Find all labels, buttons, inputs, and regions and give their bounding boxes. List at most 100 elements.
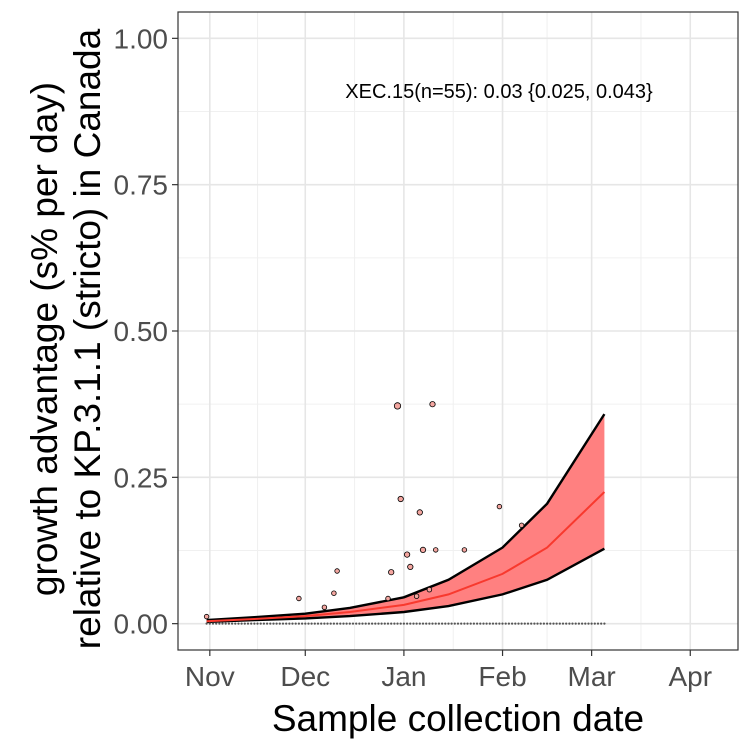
y-axis-ticks: 0.00 0.25 0.50 0.75 1.00 — [114, 23, 178, 640]
zero-point — [386, 622, 390, 625]
zero-point — [390, 622, 393, 625]
y-axis-title-line-2: relative to KP.3.1.1 (stricto) in Canada — [67, 28, 108, 649]
zero-point — [345, 622, 348, 625]
zero-point — [587, 622, 590, 625]
zero-point — [485, 622, 488, 625]
x-tick-label: Dec — [280, 661, 330, 692]
zero-point — [555, 622, 558, 625]
zero-point — [285, 622, 288, 625]
zero-point — [351, 622, 355, 625]
zero-point — [307, 622, 310, 625]
zero-point — [437, 622, 440, 625]
zero-point — [250, 622, 253, 625]
zero-point — [552, 622, 555, 625]
y-tick-label: 0.00 — [114, 609, 169, 640]
zero-point — [329, 622, 332, 625]
zero-point — [358, 622, 361, 625]
zero-point — [406, 622, 409, 625]
zero-point — [536, 622, 539, 625]
zero-point — [514, 622, 517, 625]
zero-point — [571, 622, 574, 625]
lower-bound-line — [206, 547, 605, 624]
zero-point — [590, 622, 593, 625]
zero-point — [234, 622, 237, 625]
zero-point — [348, 622, 351, 625]
zero-point — [482, 622, 485, 625]
data-point — [413, 593, 420, 599]
zero-point — [488, 622, 491, 625]
zero-point — [237, 622, 240, 625]
data-point — [518, 522, 525, 528]
zero-point — [304, 622, 307, 625]
zero-point — [377, 622, 380, 625]
zero-point — [393, 622, 396, 625]
zero-point — [466, 622, 469, 625]
zero-point — [530, 622, 533, 625]
zero-point — [425, 622, 428, 625]
zero-point — [320, 622, 323, 625]
zero-point — [380, 622, 383, 625]
zero-point — [339, 622, 342, 625]
zero-point — [523, 622, 526, 625]
zero-point — [316, 622, 320, 625]
zero-point — [332, 622, 335, 625]
zero-point — [507, 622, 510, 625]
zero-point — [227, 622, 230, 625]
zero-points-layer — [205, 622, 606, 625]
zero-point — [568, 622, 571, 625]
zero-point — [526, 622, 530, 625]
x-axis-ticks: Nov Dec Jan Feb Mar Apr — [185, 650, 712, 692]
zero-point — [520, 622, 523, 625]
data-point — [203, 613, 210, 620]
zero-point — [495, 622, 498, 625]
zero-point — [262, 622, 265, 625]
data-point — [321, 604, 328, 610]
zero-point — [374, 622, 377, 625]
zero-point — [361, 622, 364, 625]
zero-point — [211, 622, 215, 625]
confidence-ribbon-layer — [206, 413, 606, 624]
zero-point — [355, 622, 358, 625]
zero-point — [574, 622, 577, 625]
x-tick-label: Mar — [568, 661, 616, 692]
x-tick-label: Apr — [668, 661, 712, 692]
data-point — [429, 401, 436, 408]
zero-point — [275, 622, 278, 625]
zero-point — [517, 622, 520, 625]
zero-point — [218, 622, 221, 625]
zero-point — [266, 622, 269, 625]
zero-point — [469, 622, 472, 625]
zero-point — [208, 622, 211, 625]
zero-point — [240, 622, 243, 625]
zero-point — [399, 622, 402, 625]
data-point — [419, 546, 427, 554]
zero-point — [402, 622, 405, 625]
upper-bound-line — [206, 413, 606, 622]
zero-point — [421, 622, 425, 625]
zero-point — [256, 622, 259, 625]
data-point — [433, 547, 439, 553]
x-tick-label: Jan — [381, 661, 426, 692]
zero-point — [342, 622, 345, 625]
zero-point — [272, 622, 275, 625]
zero-point — [603, 622, 606, 625]
zero-point — [415, 622, 418, 625]
confidence-band — [206, 414, 605, 622]
zero-point — [396, 622, 399, 625]
zero-point — [498, 622, 501, 625]
zero-point — [441, 622, 444, 625]
zero-point — [221, 622, 224, 625]
zero-point — [549, 622, 552, 625]
zero-point — [504, 622, 507, 625]
zero-point — [456, 622, 460, 625]
zero-point — [577, 622, 581, 625]
points-layer — [203, 401, 525, 620]
annotation-text: XEC.15(n=55): 0.03 {0.025, 0.043} — [345, 81, 653, 103]
data-point — [397, 495, 404, 503]
zero-point — [501, 622, 504, 625]
y-tick-label: 1.00 — [114, 23, 169, 54]
data-point — [385, 595, 391, 602]
zero-point — [409, 622, 412, 625]
zero-point — [431, 622, 434, 625]
zero-point — [224, 622, 227, 625]
